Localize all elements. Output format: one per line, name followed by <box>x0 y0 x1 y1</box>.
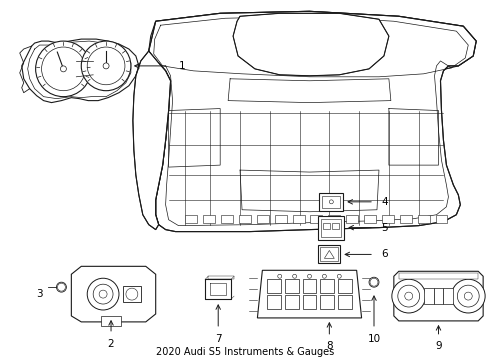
Circle shape <box>465 292 472 300</box>
Circle shape <box>57 283 65 291</box>
Text: 7: 7 <box>215 334 221 344</box>
Polygon shape <box>233 13 389 76</box>
Circle shape <box>42 47 85 91</box>
Text: 2: 2 <box>108 339 114 349</box>
Bar <box>185 215 197 223</box>
Bar <box>101 316 121 326</box>
Text: 8: 8 <box>326 341 333 351</box>
Bar <box>338 279 352 293</box>
Polygon shape <box>133 51 171 230</box>
Bar <box>328 215 340 223</box>
Circle shape <box>87 47 125 85</box>
Bar <box>436 215 447 223</box>
Polygon shape <box>149 11 476 76</box>
Text: 3: 3 <box>36 289 43 299</box>
Bar <box>302 295 317 309</box>
Bar <box>293 215 305 223</box>
Circle shape <box>81 41 131 91</box>
Polygon shape <box>22 39 139 103</box>
Bar <box>346 215 358 223</box>
Bar <box>285 279 298 293</box>
Circle shape <box>103 63 109 69</box>
Bar <box>208 276 234 279</box>
Bar <box>221 215 233 223</box>
Bar <box>338 295 352 309</box>
Circle shape <box>329 200 333 204</box>
Bar <box>285 295 298 309</box>
Circle shape <box>36 41 91 96</box>
Polygon shape <box>72 266 156 322</box>
Bar <box>364 215 376 223</box>
Bar <box>267 295 281 309</box>
Text: 4: 4 <box>381 197 388 207</box>
Circle shape <box>369 277 379 287</box>
Bar <box>123 286 141 302</box>
Bar <box>321 219 341 237</box>
Bar <box>399 273 478 279</box>
Bar <box>320 295 334 309</box>
Circle shape <box>405 292 413 300</box>
Circle shape <box>126 288 138 300</box>
Polygon shape <box>394 271 483 321</box>
Bar <box>400 215 412 223</box>
Circle shape <box>278 274 282 278</box>
Bar <box>203 215 215 223</box>
Bar <box>239 215 251 223</box>
Bar <box>323 223 330 229</box>
Circle shape <box>87 278 119 310</box>
Circle shape <box>370 278 378 286</box>
Bar <box>320 279 334 293</box>
Polygon shape <box>257 270 362 318</box>
Circle shape <box>99 290 107 298</box>
Circle shape <box>457 285 479 307</box>
Bar <box>257 215 269 223</box>
Bar <box>267 279 281 293</box>
Circle shape <box>337 274 341 278</box>
Text: 6: 6 <box>381 249 388 260</box>
Bar <box>322 196 340 208</box>
Bar <box>311 215 322 223</box>
Bar <box>275 215 287 223</box>
Bar <box>319 193 343 211</box>
Bar <box>320 247 338 261</box>
Circle shape <box>293 274 296 278</box>
Bar <box>434 288 443 304</box>
Circle shape <box>392 279 426 313</box>
Polygon shape <box>149 11 476 231</box>
Circle shape <box>451 279 485 313</box>
Circle shape <box>56 282 66 292</box>
Bar <box>332 223 339 229</box>
Bar <box>417 215 430 223</box>
Bar <box>302 279 317 293</box>
Text: 10: 10 <box>368 334 381 344</box>
Text: 9: 9 <box>435 341 442 351</box>
Text: 2020 Audi S5 Instruments & Gauges: 2020 Audi S5 Instruments & Gauges <box>156 347 334 357</box>
Bar <box>443 288 453 304</box>
Bar <box>318 246 340 264</box>
Circle shape <box>308 274 312 278</box>
Circle shape <box>93 284 113 304</box>
Text: 5: 5 <box>381 222 388 233</box>
Circle shape <box>60 66 66 72</box>
Circle shape <box>398 285 419 307</box>
Bar <box>318 216 344 239</box>
Text: 1: 1 <box>178 61 185 71</box>
Bar <box>424 288 434 304</box>
Circle shape <box>322 274 326 278</box>
Bar <box>382 215 394 223</box>
